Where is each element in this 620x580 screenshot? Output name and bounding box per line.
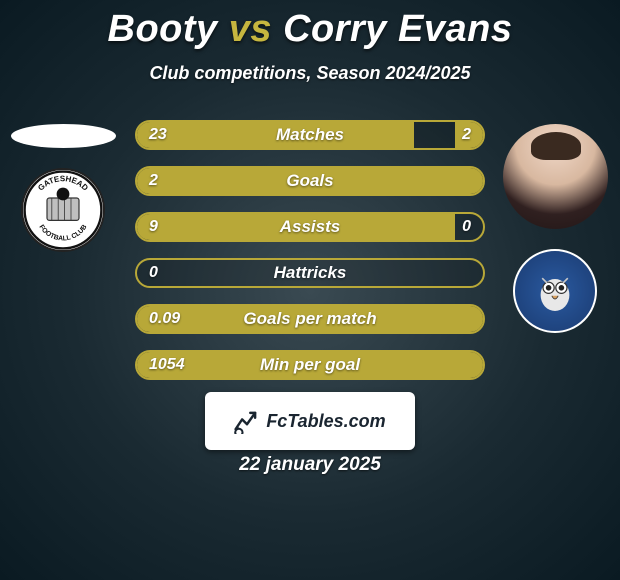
stat-row: 1054Min per goal bbox=[135, 350, 485, 380]
stat-label: Goals per match bbox=[137, 306, 483, 332]
right-column bbox=[500, 124, 610, 333]
chart-icon bbox=[234, 408, 260, 434]
stat-label: Goals bbox=[137, 168, 483, 194]
stat-row: 0.09Goals per match bbox=[135, 304, 485, 334]
stat-value-right: 2 bbox=[462, 122, 471, 148]
gateshead-crest-icon: GATESHEAD FOOTBALL CLUB bbox=[23, 170, 103, 250]
player1-avatar bbox=[11, 124, 116, 148]
player2-name: Corry Evans bbox=[283, 8, 512, 50]
brand-text: FcTables.com bbox=[266, 411, 385, 432]
stat-row: 2Goals bbox=[135, 166, 485, 196]
stats-table: 23Matches22Goals9Assists00Hattricks0.09G… bbox=[135, 120, 485, 396]
stat-row: 9Assists0 bbox=[135, 212, 485, 242]
subtitle: Club competitions, Season 2024/2025 bbox=[0, 63, 620, 84]
player2-avatar bbox=[503, 124, 608, 229]
stat-label: Assists bbox=[137, 214, 483, 240]
player1-club-badge: GATESHEAD FOOTBALL CLUB bbox=[21, 168, 105, 252]
date-text: 22 january 2025 bbox=[0, 454, 620, 476]
stat-row: 23Matches2 bbox=[135, 120, 485, 150]
page-title: Booty vs Corry Evans bbox=[0, 0, 620, 51]
stat-row: 0Hattricks bbox=[135, 258, 485, 288]
vs-text: vs bbox=[229, 8, 272, 50]
stat-label: Matches bbox=[137, 122, 483, 148]
player1-name: Booty bbox=[108, 8, 218, 50]
player2-club-badge bbox=[513, 249, 597, 333]
oldham-crest-icon bbox=[531, 267, 579, 315]
brand-badge[interactable]: FcTables.com bbox=[205, 392, 415, 450]
left-column: GATESHEAD FOOTBALL CLUB bbox=[8, 124, 118, 252]
stat-value-right: 0 bbox=[462, 214, 471, 240]
stat-label: Min per goal bbox=[137, 352, 483, 378]
stat-label: Hattricks bbox=[137, 260, 483, 286]
